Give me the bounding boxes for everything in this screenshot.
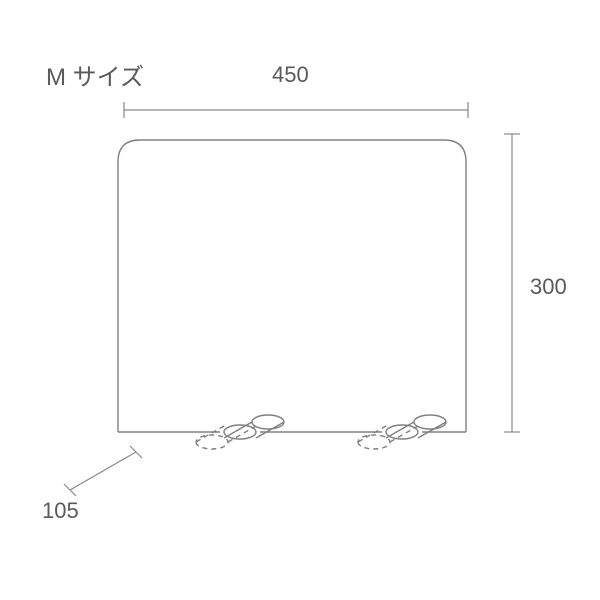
height-dimension-line: [504, 134, 520, 432]
panel-outline: [118, 140, 466, 432]
width-dimension-line: [124, 102, 468, 118]
depth-dimension-line: [64, 446, 142, 496]
title-label: M サイズ: [46, 66, 144, 90]
width-dimension-label: 450: [272, 64, 309, 86]
diagram-canvas: M サイズ 450 300 105: [0, 0, 600, 600]
depth-dimension-label: 105: [42, 500, 79, 522]
height-dimension-label: 300: [530, 276, 567, 298]
